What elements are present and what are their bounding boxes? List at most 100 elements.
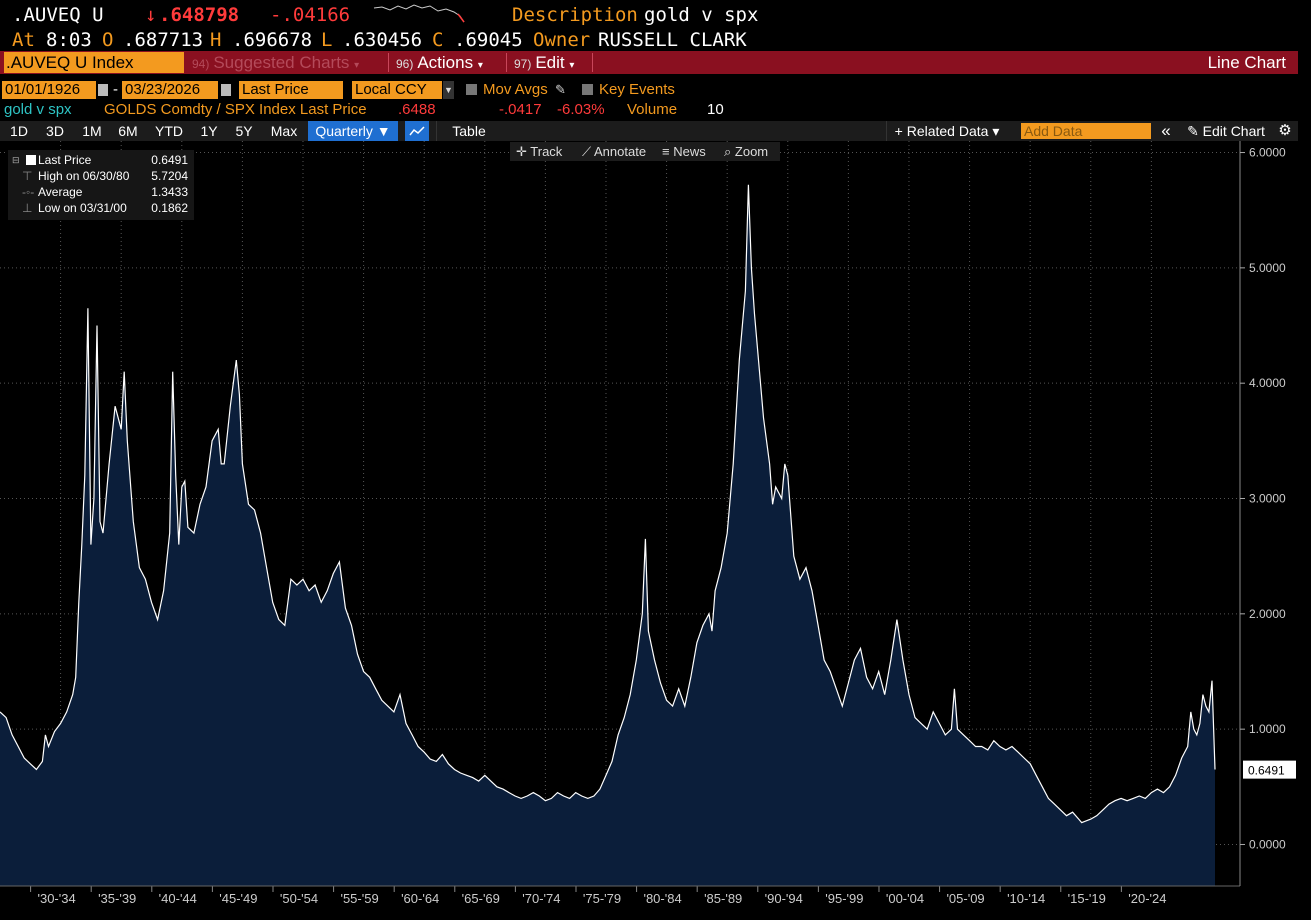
- actions-num: 96): [396, 57, 414, 71]
- start-date-field[interactable]: 01/01/1926: [2, 81, 96, 99]
- range-1y[interactable]: 1Y: [200, 123, 218, 139]
- edit-menu[interactable]: 97) Edit ▾: [514, 51, 574, 74]
- description-label: Description: [512, 4, 638, 26]
- chevron-down-icon: ▾: [569, 60, 575, 71]
- legend-low-name: Low on 03/31/00: [38, 201, 127, 215]
- series-swatch: [26, 155, 36, 165]
- x-tick-label: '85-'89: [704, 891, 742, 906]
- series-name: gold v spx: [4, 101, 72, 118]
- x-tick-label: '80-'84: [643, 891, 681, 906]
- range-3d[interactable]: 3D: [46, 123, 64, 139]
- legend-average-name: Average: [38, 185, 83, 199]
- open-label: O: [102, 29, 114, 51]
- annotate-label: Annotate: [594, 144, 647, 159]
- y-tick-label: 3.0000: [1249, 492, 1286, 506]
- description-value: gold v spx: [644, 4, 759, 26]
- series-change: -.0417: [499, 101, 542, 118]
- chevron-down-icon: ▾: [477, 60, 483, 71]
- legend-high-value: 5.7204: [151, 169, 188, 183]
- period-select[interactable]: Quarterly ▼: [308, 121, 398, 141]
- legend-last-name: Last Price: [38, 153, 92, 167]
- edit-num: 97): [514, 57, 532, 71]
- track-tool[interactable]: ✛ Track: [516, 144, 563, 159]
- legend-high-name: High on 06/30/80: [38, 169, 130, 183]
- table-button[interactable]: Table: [436, 121, 501, 141]
- range-max[interactable]: Max: [270, 123, 298, 139]
- range-1d[interactable]: 1D: [10, 123, 28, 139]
- x-tick-label: '60-'64: [401, 891, 439, 906]
- security-field[interactable]: .AUVEQ U Index: [4, 52, 184, 73]
- suggested-charts-num: 94): [192, 57, 210, 71]
- calendar-icon[interactable]: [98, 84, 108, 96]
- chart-canvas[interactable]: '30-'34 '35-'39 '40-'44 '45-'49 '50-'54 '55-'…: [0, 141, 1311, 915]
- add-data-input[interactable]: Add Data: [1021, 123, 1151, 139]
- news-tool[interactable]: ≡ News: [662, 144, 706, 159]
- range-ytd[interactable]: YTD: [155, 123, 183, 139]
- chevron-down-icon[interactable]: ▼: [443, 81, 454, 99]
- calendar-icon[interactable]: [221, 84, 231, 96]
- field-select[interactable]: Last Price: [239, 81, 343, 99]
- suggested-charts-label: Suggested Charts: [213, 53, 350, 72]
- x-tick-label: '95-'99: [825, 891, 863, 906]
- pencil-icon[interactable]: ✎: [555, 82, 566, 97]
- net-change: -.04166: [270, 4, 351, 26]
- high-marker-icon: ⊤: [22, 169, 33, 183]
- high-value: .696678: [232, 29, 313, 51]
- x-tick-label: '35-'39: [98, 891, 136, 906]
- chart-area[interactable]: '30-'34 '35-'39 '40-'44 '45-'49 '50-'54 '55-'…: [0, 141, 1311, 915]
- low-marker-icon: ⊥: [22, 201, 33, 215]
- owner-value: RUSSELL CLARK: [598, 29, 747, 51]
- edit-chart-button[interactable]: ✎ Edit Chart: [1187, 123, 1265, 139]
- down-arrow-icon: ↓: [145, 4, 157, 26]
- ticker[interactable]: .AUVEQ U: [12, 4, 104, 26]
- x-tick-label: '70-'74: [522, 891, 560, 906]
- x-tick-label: '50-'54: [280, 891, 318, 906]
- chart-legend: ⊟ Last Price 0.6491 ⊤ High on 06/30/80 5…: [8, 150, 194, 220]
- end-date-field[interactable]: 03/23/2026: [122, 81, 218, 99]
- line-chart-icon[interactable]: [405, 121, 429, 141]
- date-dash: -: [113, 81, 118, 98]
- range-5y[interactable]: 5Y: [235, 123, 253, 139]
- series-info: gold v spx GOLDS Comdty / SPX Index Last…: [0, 101, 1311, 121]
- chevron-down-icon: ▾: [354, 60, 360, 71]
- line-chart-glyph: [409, 126, 425, 136]
- legend-low: ⊥ Low on 03/31/00 0.1862: [16, 200, 192, 216]
- track-label: Track: [530, 144, 563, 159]
- volume-value: 10: [707, 101, 724, 118]
- menu-bar: .AUVEQ U Index 94) Suggested Charts ▾ 96)…: [0, 51, 1298, 74]
- range-1m[interactable]: 1M: [82, 123, 102, 139]
- divider: [592, 53, 593, 72]
- volume-label: Volume: [627, 101, 678, 118]
- y-tick-label: 2.0000: [1249, 607, 1286, 621]
- chart-type-label[interactable]: Line Chart: [1207, 53, 1286, 72]
- related-data-menu[interactable]: + Related Data ▾: [886, 121, 1007, 141]
- mov-avgs-checkbox[interactable]: [466, 84, 477, 95]
- suggested-charts-menu[interactable]: 94) Suggested Charts ▾: [192, 51, 359, 74]
- sparkline-icon: [373, 4, 465, 23]
- x-tick-label: '05-'09: [946, 891, 984, 906]
- series-line[interactable]: [0, 184, 1216, 824]
- legend-last[interactable]: ⊟ Last Price 0.6491: [12, 152, 192, 168]
- x-tick-label: '45-'49: [219, 891, 257, 906]
- collapse-icon[interactable]: «: [1161, 121, 1171, 140]
- gear-icon[interactable]: ⚙: [1278, 122, 1292, 139]
- x-tick-label: '20-'24: [1128, 891, 1166, 906]
- annotate-tool[interactable]: ⟋ Annotate: [582, 144, 647, 159]
- chart-tools: ✛ Track ⟋ Annotate ≡ News ⌕ Zoom: [510, 142, 780, 161]
- x-tick-label: '75-'79: [583, 891, 621, 906]
- zoom-tool[interactable]: ⌕ Zoom: [724, 144, 769, 159]
- key-events-label[interactable]: Key Events: [599, 81, 675, 98]
- actions-label: Actions: [417, 53, 474, 72]
- legend-average-value: 1.3433: [151, 185, 188, 199]
- key-events-checkbox[interactable]: [582, 84, 593, 95]
- close-value: .69045: [454, 29, 523, 51]
- collapse-box-icon[interactable]: ⊟: [12, 155, 20, 165]
- chart-toolbar: 1D 3D 1M 6M YTD 1Y 5Y Max Quarterly ▼ Ta…: [0, 121, 1298, 141]
- currency-select[interactable]: Local CCY: [352, 81, 442, 99]
- actions-menu[interactable]: 96) Actions ▾: [396, 51, 483, 74]
- close-label: C: [432, 29, 444, 51]
- mov-avgs-label[interactable]: Mov Avgs: [483, 81, 548, 98]
- y-tick-label: 0.0000: [1249, 837, 1286, 851]
- range-6m[interactable]: 6M: [118, 123, 138, 139]
- zoom-label: Zoom: [734, 144, 769, 159]
